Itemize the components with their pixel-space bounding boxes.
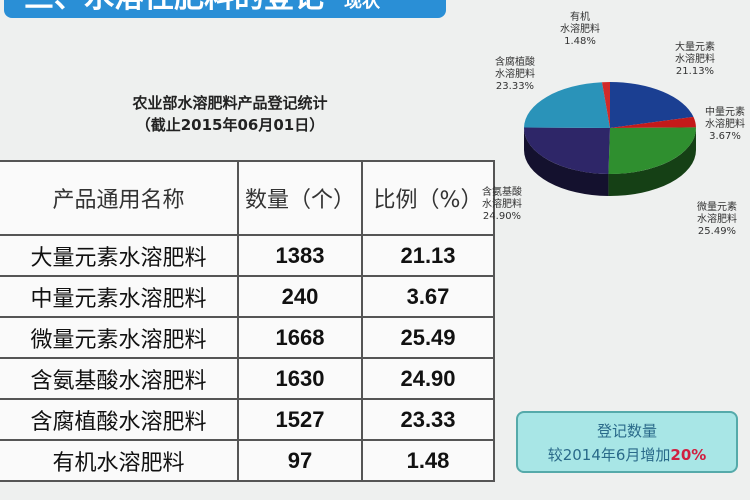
pie-label: 有机水溶肥料 1.48% — [560, 10, 600, 47]
table-row: 中量元素水溶肥料 240 3.67 — [0, 275, 495, 318]
header-title: 三、水溶性肥料的登记 — [24, 0, 324, 15]
ratio-cell: 1.48 — [361, 439, 495, 482]
pie-slice-side — [524, 128, 609, 196]
pie-slice — [610, 116, 696, 128]
slide-header: 三、水溶性肥料的登记 现状 — [4, 0, 446, 18]
count-cell: 97 — [237, 439, 363, 482]
ratio-cell: 3.67 — [361, 275, 495, 318]
callout-highlight: 20% — [670, 446, 707, 464]
product-name-cell: 含氨基酸水溶肥料 — [0, 357, 239, 400]
pie-label: 微量元素水溶肥料 25.49% — [697, 200, 737, 237]
callout-line1: 登记数量 — [596, 422, 657, 440]
pie-label: 中量元素水溶肥料 3.67% — [705, 105, 745, 142]
ratio-cell: 21.13 — [361, 234, 495, 277]
table-title: 农业部水溶肥料产品登记统计 （截止2015年06月01日） — [70, 92, 390, 136]
ratio-cell: 25.49 — [361, 316, 495, 359]
table-title-line1: 农业部水溶肥料产品登记统计 — [132, 94, 328, 112]
table-header-row: 产品通用名称 数量（个） 比例（%） — [0, 160, 495, 236]
pie-slice — [610, 82, 694, 128]
pie-label: 含腐植酸水溶肥料 23.33% — [495, 55, 535, 92]
pie-slice — [524, 127, 610, 174]
pie-chart: 大量元素水溶肥料 21.13% 中量元素水溶肥料 3.67% 微量元素水溶肥料 25.49… — [482, 10, 745, 237]
ratio-cell: 24.90 — [361, 357, 495, 400]
table-row: 含腐植酸水溶肥料 1527 23.33 — [0, 398, 495, 441]
product-name-cell: 含腐植酸水溶肥料 — [0, 398, 239, 441]
product-name-cell: 大量元素水溶肥料 — [0, 234, 239, 277]
header-suffix: 现状 — [344, 0, 380, 12]
pie-label: 含氨基酸水溶肥料 24.90% — [482, 185, 522, 222]
callout-box: 登记数量 较2014年6月增加20% — [516, 411, 738, 473]
ratio-cell: 23.33 — [361, 398, 495, 441]
pie-slice — [608, 127, 696, 174]
product-name-cell: 微量元素水溶肥料 — [0, 316, 239, 359]
table-row: 有机水溶肥料 97 1.48 — [0, 439, 495, 482]
col-header: 产品通用名称 — [0, 160, 239, 236]
count-cell: 1383 — [237, 234, 363, 277]
table-row: 大量元素水溶肥料 1383 21.13 — [0, 234, 495, 277]
count-cell: 240 — [237, 275, 363, 318]
count-cell: 1668 — [237, 316, 363, 359]
count-cell: 1630 — [237, 357, 363, 400]
product-name-cell: 有机水溶肥料 — [0, 439, 239, 482]
callout-line2: 较2014年6月增加 — [547, 446, 671, 464]
registration-table: 产品通用名称 数量（个） 比例（%） 大量元素水溶肥料 1383 21.13 中量元素… — [0, 160, 495, 482]
count-cell: 1527 — [237, 398, 363, 441]
col-header: 数量（个） — [237, 160, 363, 236]
col-header: 比例（%） — [361, 160, 495, 236]
pie-slice — [602, 82, 610, 128]
table-row: 微量元素水溶肥料 1668 25.49 — [0, 316, 495, 359]
table-title-line2: （截止2015年06月01日） — [135, 116, 325, 134]
pie-label: 大量元素水溶肥料 21.13% — [675, 40, 715, 77]
product-name-cell: 中量元素水溶肥料 — [0, 275, 239, 318]
table-row: 含氨基酸水溶肥料 1630 24.90 — [0, 357, 495, 400]
pie-slice — [524, 82, 610, 128]
pie-slice-side — [608, 128, 696, 196]
